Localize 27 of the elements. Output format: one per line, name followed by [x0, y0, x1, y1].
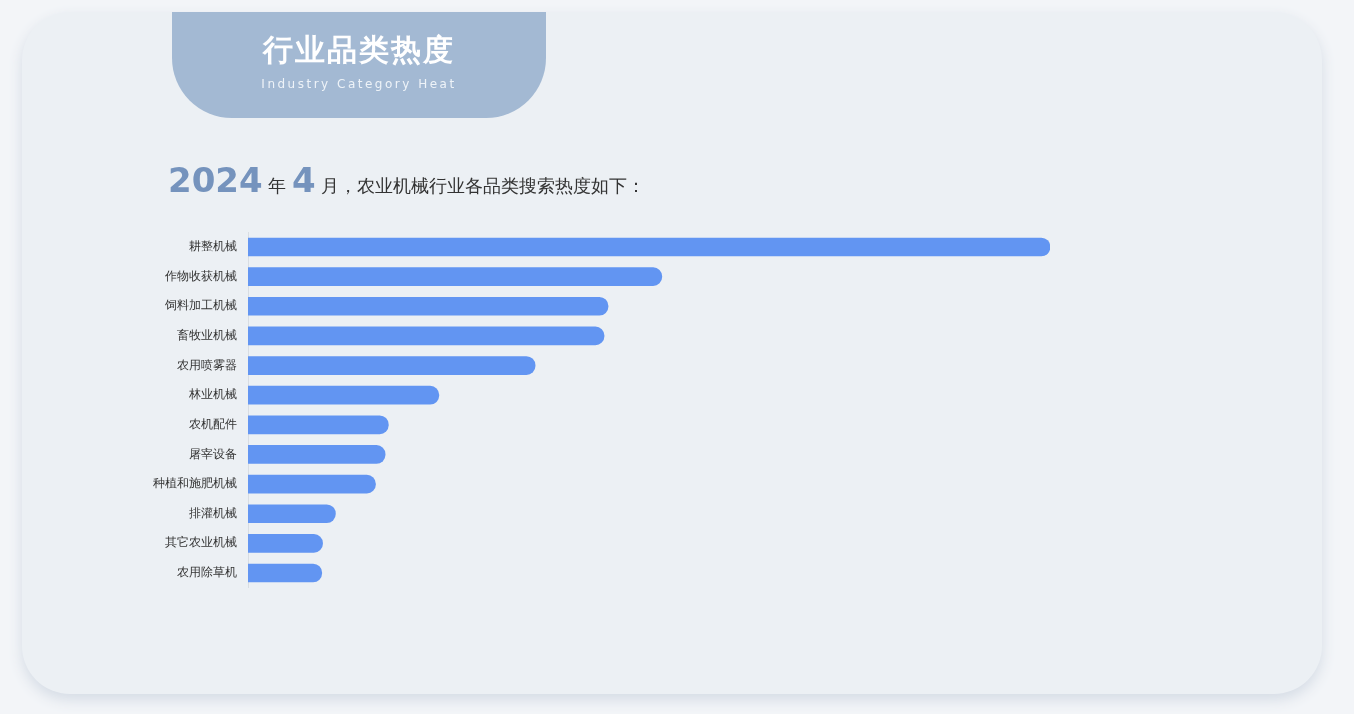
y-tick-label: 畜牧业机械 — [177, 328, 237, 343]
bar — [248, 356, 536, 375]
bar — [248, 237, 1050, 257]
y-tick-label: 农机配件 — [189, 416, 237, 431]
bar — [248, 326, 605, 346]
y-tick-label: 农用喷雾器 — [177, 357, 237, 372]
y-tick-label: 屠宰设备 — [189, 446, 237, 461]
bar — [248, 474, 376, 494]
y-tick-label: 其它农业机械 — [165, 535, 237, 550]
bar — [248, 504, 336, 524]
y-tick-label: 农用除草机 — [177, 565, 237, 580]
bar — [248, 445, 386, 464]
y-tick-label: 作物收获机械 — [164, 268, 237, 283]
bar — [248, 563, 323, 583]
bar — [248, 534, 323, 553]
chart-title: 行业品类热度 — [261, 31, 456, 69]
y-tick-label: 排灌机械 — [189, 505, 237, 520]
bar — [248, 385, 440, 405]
text: 2024 年 4 月，农业机械行业各品类搜索热度如下： — [168, 160, 646, 200]
chart-subtitle: Industry Category Heat — [260, 77, 458, 91]
bar — [248, 415, 389, 435]
y-tick-label: 耕整机械 — [189, 239, 237, 254]
bar — [248, 296, 609, 316]
y-tick-label: 林业机械 — [188, 387, 237, 402]
y-tick-label: 饲料加工机械 — [164, 298, 237, 313]
y-tick-label: 种植和施肥机械 — [153, 476, 237, 491]
bar — [248, 267, 663, 286]
